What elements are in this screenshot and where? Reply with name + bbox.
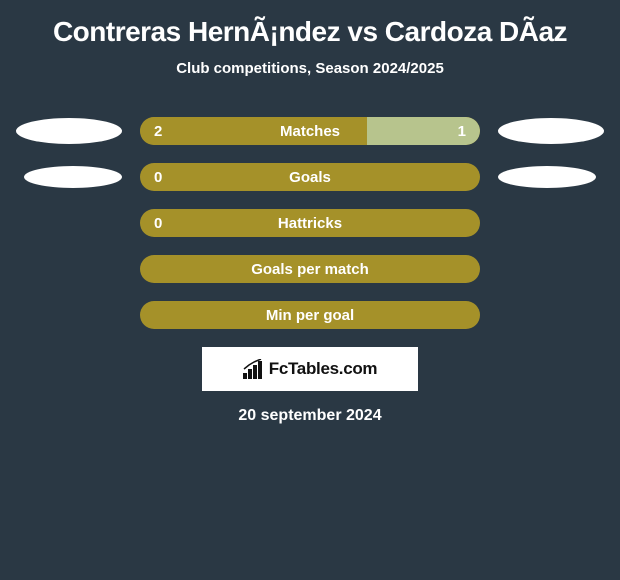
comparison-card: Contreras HernÃ¡ndez vs Cardoza DÃ­az Cl… [0, 0, 620, 425]
stat-rows: 21Matches 0Goals 0Hattricks Goals per match… [10, 117, 610, 329]
stat-row: Goals per match [10, 255, 610, 283]
stat-row: 21Matches [10, 117, 610, 145]
stat-label: Matches [140, 123, 480, 140]
left-indicator [16, 118, 122, 144]
left-indicator [16, 164, 122, 190]
stat-bar: 0Hattricks [140, 209, 480, 237]
right-indicator [498, 210, 604, 236]
stat-label: Goals [140, 169, 480, 186]
subtitle: Club competitions, Season 2024/2025 [10, 60, 610, 77]
left-indicator [16, 210, 122, 236]
right-indicator [498, 302, 604, 328]
stat-label: Goals per match [140, 261, 480, 278]
left-indicator [16, 302, 122, 328]
stat-row: Min per goal [10, 301, 610, 329]
chart-icon [243, 359, 265, 379]
stat-row: 0Goals [10, 163, 610, 191]
right-indicator [498, 256, 604, 282]
stat-label: Min per goal [140, 307, 480, 324]
ellipse-icon [24, 166, 122, 188]
date-label: 20 september 2024 [10, 407, 610, 425]
stat-bar: Min per goal [140, 301, 480, 329]
right-indicator [498, 164, 604, 190]
right-indicator [498, 118, 604, 144]
stat-bar: 21Matches [140, 117, 480, 145]
logo-text: FcTables.com [269, 359, 378, 379]
logo-box: FcTables.com [202, 347, 418, 391]
stat-label: Hattricks [140, 215, 480, 232]
stat-bar: 0Goals [140, 163, 480, 191]
ellipse-icon [498, 118, 604, 144]
left-indicator [16, 256, 122, 282]
ellipse-icon [498, 166, 596, 188]
ellipse-icon [16, 118, 122, 144]
page-title: Contreras HernÃ¡ndez vs Cardoza DÃ­az [10, 16, 610, 48]
stat-row: 0Hattricks [10, 209, 610, 237]
logo: FcTables.com [243, 359, 378, 379]
stat-bar: Goals per match [140, 255, 480, 283]
